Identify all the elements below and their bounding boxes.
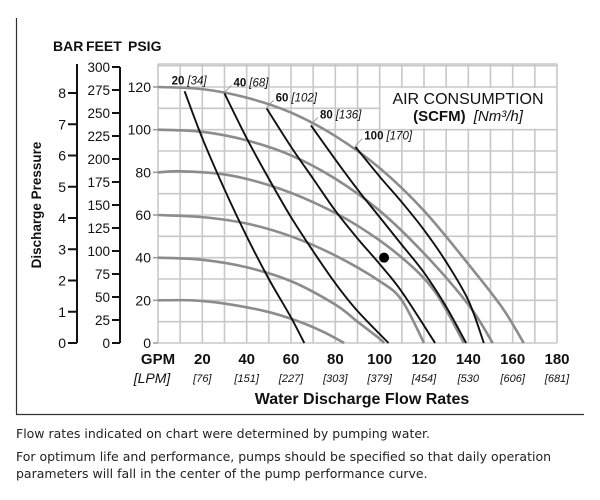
pressure-curve xyxy=(157,256,386,344)
header-psig: PSIG xyxy=(128,38,162,54)
bar-tick-label: 4 xyxy=(58,210,66,226)
x-tick-label-lpm: [606] xyxy=(499,373,525,385)
air-consumption-curve xyxy=(183,90,306,344)
operating-point-marker xyxy=(379,252,390,263)
feet-tick-label: 150 xyxy=(87,198,110,213)
feet-tick-label: 100 xyxy=(87,244,110,259)
scfm-value: 80 xyxy=(320,109,333,121)
x-tick-label-lpm: [303] xyxy=(322,373,348,385)
note-optimum-life: For optimum life and performance, pumps … xyxy=(16,449,552,481)
x-tick-label-gpm: 60 xyxy=(283,351,300,368)
axes: 0204060801001200255075100125150175200225… xyxy=(58,60,570,385)
header-feet: FEET xyxy=(86,38,122,54)
legend-units: (SCFM) [Nm³/h] xyxy=(413,108,524,125)
legend-background xyxy=(380,88,556,129)
psig-tick-label: 80 xyxy=(135,164,151,180)
y-axis-label: Discharge Pressure xyxy=(29,141,44,268)
x-tick-label-gpm: 140 xyxy=(456,351,481,368)
legend-unit-scfm: (SCFM) xyxy=(413,108,466,125)
air-consumption-curve xyxy=(265,107,436,344)
header-bar: BAR xyxy=(53,38,83,54)
pressure-curve xyxy=(157,213,426,344)
feet-tick-label: 25 xyxy=(95,313,110,328)
nm3h-value: [68] xyxy=(248,77,269,89)
nm3h-value: [170] xyxy=(385,131,412,143)
scfm-value: 20 xyxy=(172,75,185,87)
bar-tick-label: 0 xyxy=(58,335,66,351)
pressure-curve xyxy=(157,298,345,345)
bar-tick-label: 8 xyxy=(58,85,66,101)
x-tick-label-lpm: [227] xyxy=(278,373,304,385)
x-tick-label-lpm: [530 xyxy=(457,373,480,385)
bar-tick-label: 6 xyxy=(58,148,66,164)
pump-performance-chart: 20 [34] 40 [68]60 [102]80 [136]100 [170] 02040… xyxy=(15,18,584,416)
bar-tick-label: 2 xyxy=(58,273,66,289)
bar-tick-label: 5 xyxy=(58,179,66,195)
x-unit-lpm: [LPM] xyxy=(133,370,172,386)
air-consumption-curves xyxy=(183,90,485,344)
label-leader xyxy=(266,100,274,108)
x-tick-label-lpm: [454] xyxy=(411,373,437,385)
x-tick-label-gpm: 80 xyxy=(327,351,344,368)
chart-notes: Flow rates indicated on chart were deter… xyxy=(16,425,586,488)
psig-tick-label: 60 xyxy=(135,207,151,223)
bar-tick-label: 3 xyxy=(58,241,66,257)
x-tick-label-lpm: [76] xyxy=(192,373,212,385)
air-consumption-label: 20 [34] xyxy=(172,75,208,87)
x-tick-label-gpm: 20 xyxy=(194,351,211,368)
legend-unit-nm3h: [Nm³/h] xyxy=(473,108,524,125)
nm3h-value: [34] xyxy=(186,75,207,87)
feet-tick-label: 300 xyxy=(87,60,110,75)
air-consumption-label: 100 [170] xyxy=(364,131,413,143)
air-consumption-curve xyxy=(354,146,485,344)
air-consumption-labels: 20 [34] 40 [68] 60 [102]80 [136]100 [170] xyxy=(172,75,413,147)
note-flow-rates: Flow rates indicated on chart were deter… xyxy=(16,426,430,441)
psig-tick-label: 0 xyxy=(143,335,151,351)
feet-tick-label: 175 xyxy=(87,175,110,190)
bar-tick-label: 7 xyxy=(58,116,66,132)
feet-tick-label: 0 xyxy=(102,336,110,351)
x-tick-label-gpm: 100 xyxy=(367,351,392,368)
label-leader xyxy=(224,85,232,93)
x-tick-label-gpm: 180 xyxy=(544,351,569,368)
x-tick-label-lpm: [151] xyxy=(233,373,259,385)
pressure-curve xyxy=(157,128,494,344)
bar-tick-label: 1 xyxy=(58,304,66,320)
air-consumption-label: 80 [136] xyxy=(320,109,362,121)
x-tick-label-gpm: 40 xyxy=(238,351,255,368)
nm3h-value: [136] xyxy=(335,109,362,121)
label-leader xyxy=(355,138,363,147)
legend-title: AIR CONSUMPTION xyxy=(392,91,543,108)
psig-tick-label: 20 xyxy=(135,292,151,308)
scfm-value: 100 xyxy=(364,131,383,143)
label-leader xyxy=(310,117,319,125)
feet-tick-label: 275 xyxy=(87,83,110,98)
feet-tick-label: 50 xyxy=(95,290,110,305)
air-consumption-label: 40 [68] xyxy=(234,77,270,89)
x-tick-label-gpm: 160 xyxy=(500,351,525,368)
feet-tick-label: 75 xyxy=(95,267,110,282)
scfm-value: 60 xyxy=(276,92,289,104)
feet-tick-label: 125 xyxy=(87,221,110,236)
psig-tick-label: 100 xyxy=(128,122,152,138)
air-consumption-curve xyxy=(223,92,390,344)
psig-tick-label: 120 xyxy=(128,79,152,95)
psig-tick-label: 40 xyxy=(135,250,151,266)
x-unit-gpm: GPM xyxy=(141,351,175,368)
x-tick-label-gpm: 120 xyxy=(411,351,436,368)
x-tick-label-lpm: [681] xyxy=(544,373,570,385)
air-consumption-curve xyxy=(310,124,467,344)
feet-tick-label: 250 xyxy=(87,106,110,121)
nm3h-value: [102] xyxy=(290,92,317,104)
air-consumption-label: 60 [102] xyxy=(276,92,318,104)
scfm-value: 40 xyxy=(234,77,247,89)
pressure-curve xyxy=(157,169,466,344)
feet-tick-label: 225 xyxy=(87,129,110,144)
x-axis-label: Water Discharge Flow Rates xyxy=(255,391,470,408)
x-tick-label-lpm: [379] xyxy=(366,373,392,385)
feet-tick-label: 200 xyxy=(87,152,110,167)
